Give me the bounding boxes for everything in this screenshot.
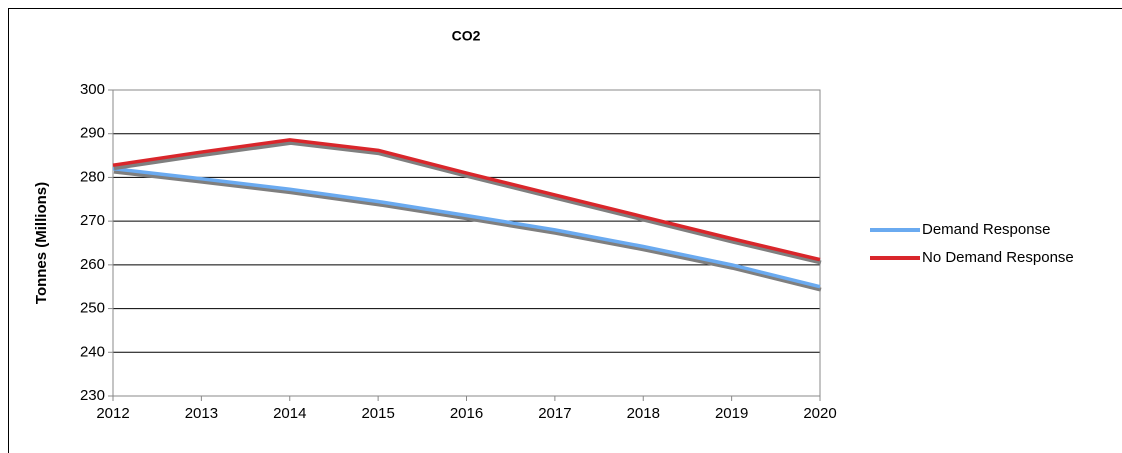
series-line bbox=[112, 138, 821, 262]
chart-title: CO2 bbox=[452, 28, 481, 44]
line-shadow bbox=[113, 169, 822, 292]
y-tick-label: 240 bbox=[80, 343, 105, 360]
chart-frame bbox=[8, 8, 1122, 453]
y-tick-label: 300 bbox=[80, 81, 105, 98]
y-tick-label: 260 bbox=[80, 256, 105, 273]
x-tick-label: 2012 bbox=[96, 405, 129, 422]
x-tick-label: 2019 bbox=[715, 405, 748, 422]
plot-area bbox=[112, 89, 821, 397]
x-tick-label: 2017 bbox=[538, 405, 571, 422]
series-line bbox=[112, 166, 821, 289]
x-tick-label: 2018 bbox=[627, 405, 660, 422]
legend-label: Demand Response bbox=[922, 221, 1050, 238]
x-tick-label: 2013 bbox=[185, 405, 218, 422]
y-tick-label: 230 bbox=[80, 387, 105, 404]
y-tick-label: 250 bbox=[80, 300, 105, 317]
y-tick-label: 270 bbox=[80, 212, 105, 229]
x-tick-label: 2016 bbox=[450, 405, 483, 422]
y-axis-label: Tonnes (Millions) bbox=[33, 182, 50, 304]
y-tick-label: 290 bbox=[80, 125, 105, 142]
x-tick-label: 2015 bbox=[361, 405, 394, 422]
x-tick-label: 2014 bbox=[273, 405, 306, 422]
y-tick-label: 280 bbox=[80, 168, 105, 185]
line-shadow bbox=[113, 140, 822, 265]
x-tick-label: 2020 bbox=[803, 405, 836, 422]
legend-label: No Demand Response bbox=[922, 249, 1074, 266]
